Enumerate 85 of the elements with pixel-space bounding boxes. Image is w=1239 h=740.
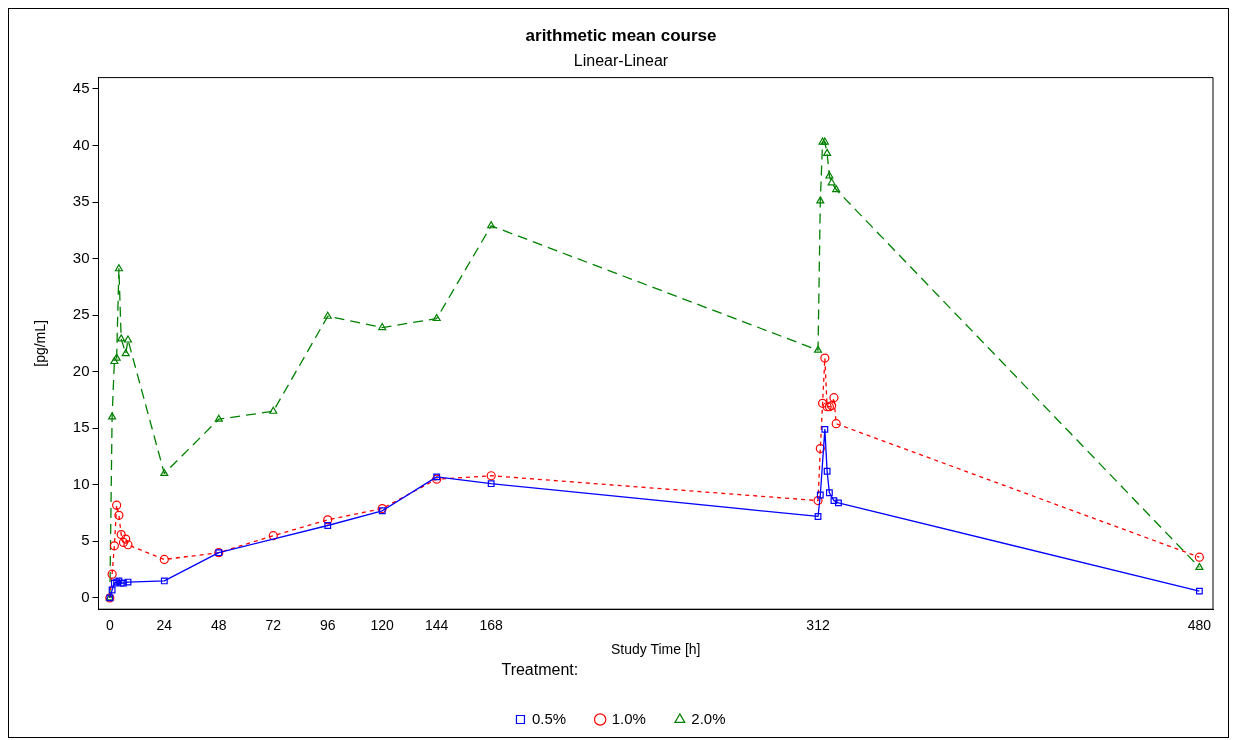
y-tick-label: 25 — [72, 305, 90, 323]
point — [108, 586, 116, 594]
point — [486, 471, 496, 481]
y-axis-title: [pg/mL] — [32, 320, 49, 367]
point — [116, 529, 126, 540]
x-tick-label: 168 — [479, 617, 504, 634]
point — [323, 515, 333, 525]
point — [160, 577, 168, 585]
x-tick-label: 120 — [370, 617, 395, 634]
point — [114, 264, 123, 272]
y-tick-label: 20 — [72, 361, 90, 379]
point — [835, 499, 842, 507]
point — [114, 510, 124, 520]
point — [108, 412, 117, 420]
point — [378, 322, 387, 331]
y-tick-label: 35 — [72, 192, 90, 210]
y-tick-label: 0 — [81, 588, 90, 606]
y-tick-label: 40 — [72, 135, 90, 153]
x-tick-label: 72 — [265, 617, 282, 634]
point — [118, 537, 129, 548]
y-tick-label: 15 — [72, 418, 90, 436]
x-tick-label: 144 — [425, 617, 449, 634]
point — [377, 503, 387, 514]
chart-title: arithmetic mean course — [525, 25, 717, 45]
point — [832, 184, 841, 193]
point — [825, 171, 834, 179]
x-tick-label: 48 — [211, 617, 227, 634]
x-tick-label: 480 — [1187, 617, 1212, 634]
y-tick-label: 10 — [72, 474, 90, 492]
point — [112, 353, 121, 361]
y-tick-label: 45 — [72, 79, 90, 97]
point — [831, 419, 841, 429]
point — [830, 497, 838, 505]
point — [124, 578, 132, 586]
point — [159, 554, 169, 565]
legend-label: 0.5% — [531, 709, 567, 727]
y-tick-label: 5 — [81, 531, 90, 549]
point — [820, 353, 830, 363]
point — [814, 513, 822, 520]
x-tick-label: 24 — [156, 617, 173, 634]
point — [378, 507, 386, 515]
point — [816, 196, 825, 204]
point — [110, 579, 118, 587]
point — [829, 393, 839, 403]
point — [1195, 562, 1204, 570]
point — [269, 406, 278, 414]
x-tick-label: 96 — [319, 617, 336, 634]
point — [815, 443, 825, 454]
point — [816, 491, 824, 499]
point — [432, 313, 441, 322]
point — [120, 579, 127, 587]
x-axis-title: Study Time [h] — [611, 641, 701, 658]
point — [123, 540, 133, 550]
point — [823, 148, 832, 156]
point — [121, 534, 131, 544]
chart-subtitle: Linear-Linear — [573, 52, 669, 70]
legend-label: 2.0% — [691, 709, 726, 727]
point — [112, 500, 122, 510]
point — [323, 311, 332, 319]
point — [1194, 552, 1204, 562]
point — [214, 414, 223, 422]
point — [813, 496, 823, 506]
point — [121, 348, 130, 357]
point — [117, 334, 126, 342]
point — [487, 480, 495, 488]
point — [107, 569, 117, 579]
point — [324, 522, 332, 529]
point — [817, 398, 828, 408]
x-tick-label: 312 — [806, 617, 830, 634]
point — [268, 531, 278, 541]
point — [109, 541, 119, 551]
point — [1195, 587, 1203, 595]
point — [827, 178, 836, 186]
point — [823, 467, 831, 475]
point — [487, 221, 496, 229]
point — [110, 356, 119, 365]
point — [825, 489, 833, 497]
point — [123, 335, 133, 343]
legend-label: 1.0% — [611, 709, 646, 727]
y-tick-label: 30 — [72, 248, 90, 266]
point — [160, 468, 169, 477]
x-tick-label: 0 — [105, 617, 114, 634]
point — [821, 425, 829, 433]
point — [813, 345, 823, 353]
legend-title: Treatment: — [501, 661, 579, 679]
